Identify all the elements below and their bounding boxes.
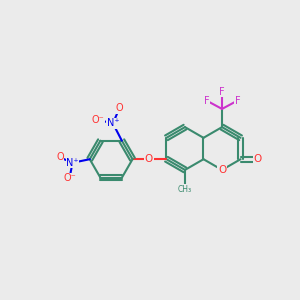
Text: F: F [235, 96, 240, 106]
Text: CH₃: CH₃ [178, 185, 192, 194]
Text: F: F [219, 87, 225, 97]
Text: O⁻: O⁻ [63, 173, 76, 183]
Text: O⁻: O⁻ [92, 115, 104, 125]
Text: O: O [56, 152, 64, 162]
Text: O: O [254, 154, 262, 164]
Text: F: F [204, 96, 209, 106]
Text: O: O [145, 154, 153, 164]
Text: N⁺: N⁺ [106, 118, 119, 128]
Text: O: O [218, 165, 226, 175]
Text: N⁺: N⁺ [66, 158, 79, 168]
Text: O: O [116, 103, 123, 113]
